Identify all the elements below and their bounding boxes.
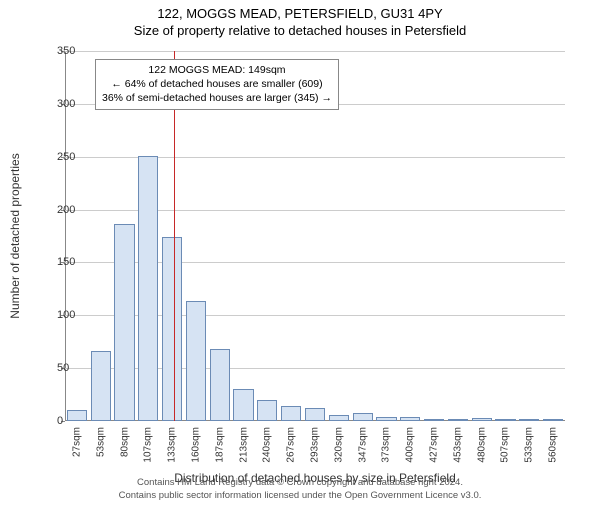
- x-tick-label: 400sqm: [405, 427, 416, 463]
- x-tick-label: 240sqm: [262, 427, 273, 463]
- x-tick-label: 427sqm: [429, 427, 440, 463]
- x-tick-label: 53sqm: [95, 427, 106, 457]
- x-tick-label: 507sqm: [500, 427, 511, 463]
- histogram-bar: [543, 419, 563, 421]
- x-tick-label: 27sqm: [71, 427, 82, 457]
- x-tick-label: 347sqm: [357, 427, 368, 463]
- x-tick-label: 533sqm: [524, 427, 535, 463]
- histogram-bar: [186, 301, 206, 422]
- annotation-line-1: 122 MOGGS MEAD: 149sqm: [102, 63, 332, 77]
- x-tick-label: 213sqm: [238, 427, 249, 463]
- chart-address-title: 122, MOGGS MEAD, PETERSFIELD, GU31 4PY: [0, 6, 600, 21]
- y-axis-label: Number of detached properties: [8, 153, 22, 318]
- marker-annotation: 122 MOGGS MEAD: 149sqm← 64% of detached …: [95, 59, 339, 110]
- histogram-bar: [400, 417, 420, 421]
- x-tick-label: 453sqm: [452, 427, 463, 463]
- x-tick-label: 187sqm: [214, 427, 225, 463]
- histogram-plot: 122 MOGGS MEAD: 149sqm← 64% of detached …: [65, 51, 565, 421]
- histogram-bar: [424, 419, 444, 421]
- annotation-line-2: ← 64% of detached houses are smaller (60…: [102, 77, 332, 91]
- histogram-bar: [495, 419, 515, 421]
- histogram-bar: [376, 417, 396, 421]
- histogram-bar: [67, 410, 87, 421]
- histogram-bar: [472, 418, 492, 421]
- chart-area: 122 MOGGS MEAD: 149sqm← 64% of detached …: [65, 51, 565, 421]
- footer-line-1: Contains HM Land Registry data © Crown c…: [0, 477, 600, 489]
- x-tick-label: 320sqm: [333, 427, 344, 463]
- histogram-bar: [448, 419, 468, 421]
- histogram-bar: [114, 224, 134, 421]
- x-tick-label: 107sqm: [143, 427, 154, 463]
- histogram-bar: [329, 415, 349, 421]
- x-tick-label: 293sqm: [310, 427, 321, 463]
- x-tick-label: 480sqm: [476, 427, 487, 463]
- histogram-bar: [91, 351, 111, 421]
- histogram-bar: [305, 408, 325, 421]
- histogram-bar: [519, 419, 539, 421]
- x-tick-label: 373sqm: [381, 427, 392, 463]
- histogram-bar: [210, 349, 230, 421]
- footer-attribution: Contains HM Land Registry data © Crown c…: [0, 477, 600, 502]
- chart-subtitle: Size of property relative to detached ho…: [0, 23, 600, 38]
- gridline: [65, 51, 565, 52]
- footer-line-2: Contains public sector information licen…: [0, 490, 600, 502]
- histogram-bar: [257, 400, 277, 421]
- histogram-bar: [233, 389, 253, 421]
- x-tick-label: 133sqm: [167, 427, 178, 463]
- annotation-line-3: 36% of semi-detached houses are larger (…: [102, 91, 332, 105]
- x-tick-label: 80sqm: [119, 427, 130, 457]
- histogram-bar: [162, 237, 182, 421]
- histogram-bar: [353, 413, 373, 421]
- histogram-bar: [281, 406, 301, 421]
- x-tick-label: 560sqm: [548, 427, 559, 463]
- histogram-bar: [138, 156, 158, 421]
- x-tick-label: 267sqm: [286, 427, 297, 463]
- x-tick-label: 160sqm: [190, 427, 201, 463]
